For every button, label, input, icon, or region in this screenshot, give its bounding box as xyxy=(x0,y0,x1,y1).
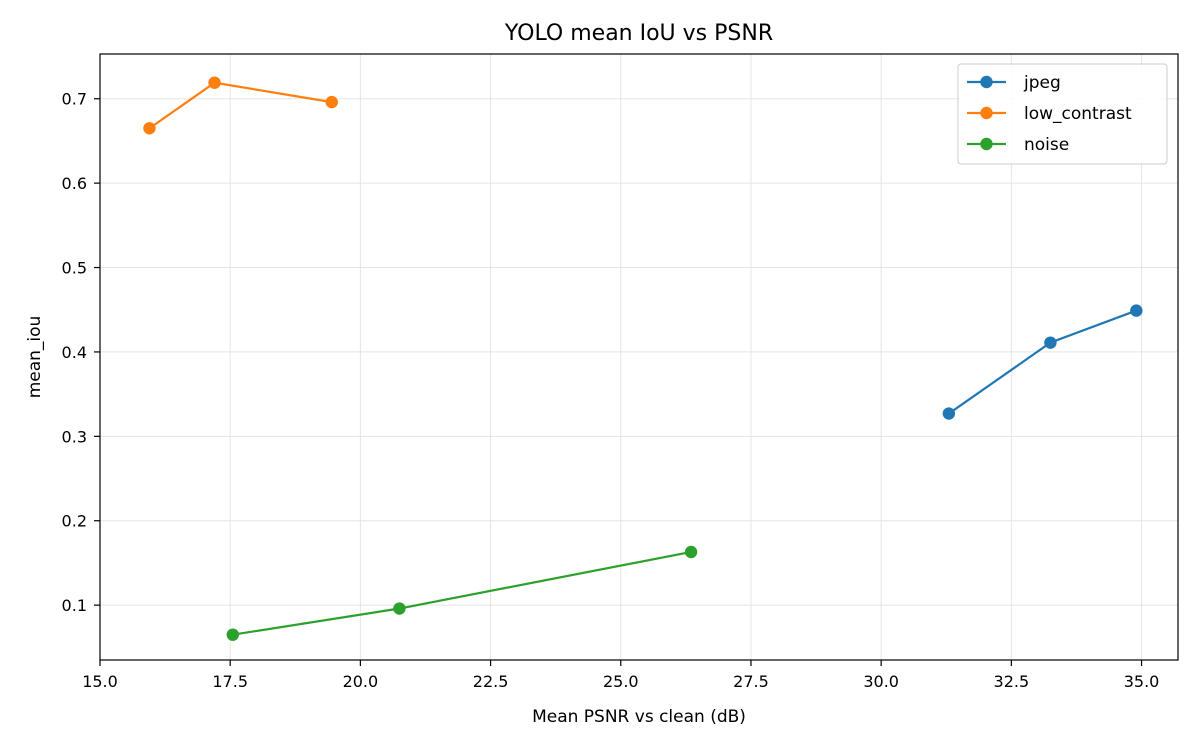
x-tick-label: 22.5 xyxy=(473,672,509,691)
x-axis-title: Mean PSNR vs clean (dB) xyxy=(532,707,746,727)
data-point-low_contrast xyxy=(325,95,338,109)
data-point-noise xyxy=(684,545,698,559)
y-tick-label: 0.5 xyxy=(62,259,87,278)
grid xyxy=(99,54,1178,660)
legend-label-low_contrast: low_contrast xyxy=(1024,104,1132,124)
series-line-noise xyxy=(232,550,692,636)
data-point-noise xyxy=(226,628,239,641)
y-tick-label: 0.4 xyxy=(62,343,87,362)
x-tick-label: 35.0 xyxy=(1124,672,1160,691)
chart-title: YOLO mean IoU vs PSNR xyxy=(504,21,773,46)
legend-label-jpeg: jpeg xyxy=(1023,73,1061,93)
series-line-jpeg xyxy=(948,309,1137,415)
x-tick-label: 17.5 xyxy=(212,672,248,691)
y-tick-label: 0.1 xyxy=(62,596,87,615)
data-point-noise xyxy=(393,602,406,615)
y-tick-label: 0.7 xyxy=(62,90,87,109)
x-tick-label: 15.0 xyxy=(82,672,118,691)
x-tick-label: 25.0 xyxy=(603,672,639,691)
data-point-low_contrast xyxy=(143,122,156,135)
data-point-jpeg xyxy=(1130,304,1143,317)
y-tick-label: 0.2 xyxy=(62,512,87,531)
series-line-low_contrast xyxy=(148,81,332,130)
legend-label-noise: noise xyxy=(1024,135,1069,155)
y-axis-title: mean_iou xyxy=(25,316,45,399)
plot-area-frame xyxy=(99,53,1179,661)
y-tick-label: 0.3 xyxy=(62,427,87,446)
legend-marker-jpeg xyxy=(980,75,993,89)
legend-marker-noise xyxy=(980,137,993,151)
data-point-jpeg xyxy=(942,407,956,420)
axis-ticks: 15.0 17.5 20.0 22.5 25.0 27.5 30.0 32.5 35.0 0.1 0… xyxy=(62,90,1160,691)
y-tick-label: 0.6 xyxy=(62,174,87,193)
x-tick-label: 32.5 xyxy=(994,672,1030,691)
legend-marker-low_contrast xyxy=(980,106,993,120)
x-tick-label: 20.0 xyxy=(343,672,379,691)
x-tick-label: 30.0 xyxy=(863,672,899,691)
data-point-low_contrast xyxy=(208,76,221,89)
legend-box xyxy=(957,63,1168,165)
series-layer xyxy=(143,76,1143,641)
data-point-jpeg xyxy=(1044,336,1057,349)
x-tick-label: 27.5 xyxy=(733,672,769,691)
